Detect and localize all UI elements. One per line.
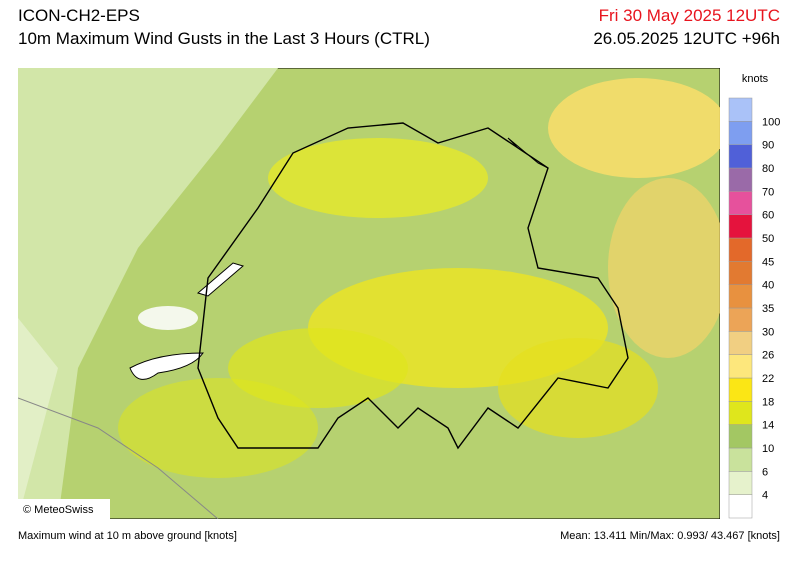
legend-swatch (728, 191, 753, 215)
lake-neuchatel (196, 262, 245, 297)
map: © MeteoSwiss (18, 68, 720, 519)
legend-swatch (728, 307, 753, 332)
footer-description: Maximum wind at 10 m above ground [knots… (18, 530, 237, 542)
legend-label: 18 (762, 396, 774, 408)
copyright-box (18, 499, 110, 519)
legend-label: 26 (762, 350, 774, 362)
legend-label: 100 (762, 116, 780, 128)
copyright: © MeteoSwiss (23, 504, 94, 516)
lake-geneva (129, 352, 204, 380)
legend-swatch (728, 144, 753, 169)
legend-label: 45 (762, 256, 774, 268)
legend-label: 70 (762, 186, 774, 198)
legend-label: 60 (762, 210, 774, 222)
legend-swatch (728, 237, 753, 262)
region-border (18, 397, 219, 519)
country-border (197, 122, 629, 450)
legend-swatch (728, 214, 753, 239)
legend-swatch (728, 167, 753, 192)
run-time: 26.05.2025 12UTC +96h (593, 29, 780, 48)
legend-swatch (728, 331, 753, 355)
legend-swatch (728, 284, 753, 309)
footer-stats: Mean: 13.411 Min/Max: 0.993/ 43.467 [kno… (560, 530, 780, 542)
legend-swatch (728, 471, 753, 495)
legend-swatch (728, 494, 753, 519)
legend-label: 90 (762, 140, 774, 152)
legend-unit: knots (742, 73, 769, 85)
legend-label: 30 (762, 326, 774, 338)
legend-swatch (728, 377, 753, 402)
legend-label: 4 (762, 490, 768, 502)
legend: knots 4 6 10 14 18 22 26 30 35 40 45 50 60 70 80 90 100 (728, 73, 780, 519)
map-gusts (608, 178, 720, 358)
legend-swatch (728, 261, 753, 285)
legend-label: 50 (762, 233, 774, 245)
map-low-wind-west (18, 68, 278, 519)
legend-swatch (728, 447, 753, 472)
legend-swatch (728, 401, 753, 425)
legend-label: 10 (762, 443, 774, 455)
map-gusts (498, 338, 658, 438)
map-gusts (118, 378, 318, 478)
valid-time: Fri 30 May 2025 12UTC (598, 6, 780, 25)
legend-label: 35 (762, 303, 774, 315)
map-gusts (548, 78, 720, 178)
map-region (18, 318, 58, 519)
legend-label: 40 (762, 280, 774, 292)
legend-label: 14 (762, 420, 774, 432)
map-low (138, 306, 198, 330)
legend-label: 22 (762, 373, 774, 385)
legend-label: 6 (762, 466, 768, 478)
model-name: ICON-CH2-EPS (18, 6, 140, 25)
map-gusts (268, 138, 488, 218)
legend-swatch (728, 121, 753, 145)
legend-label: 80 (762, 163, 774, 175)
legend-swatch (728, 354, 753, 379)
product-title: 10m Maximum Wind Gusts in the Last 3 Hou… (18, 29, 430, 48)
legend-swatch (728, 97, 753, 122)
legend-swatch (728, 424, 753, 449)
